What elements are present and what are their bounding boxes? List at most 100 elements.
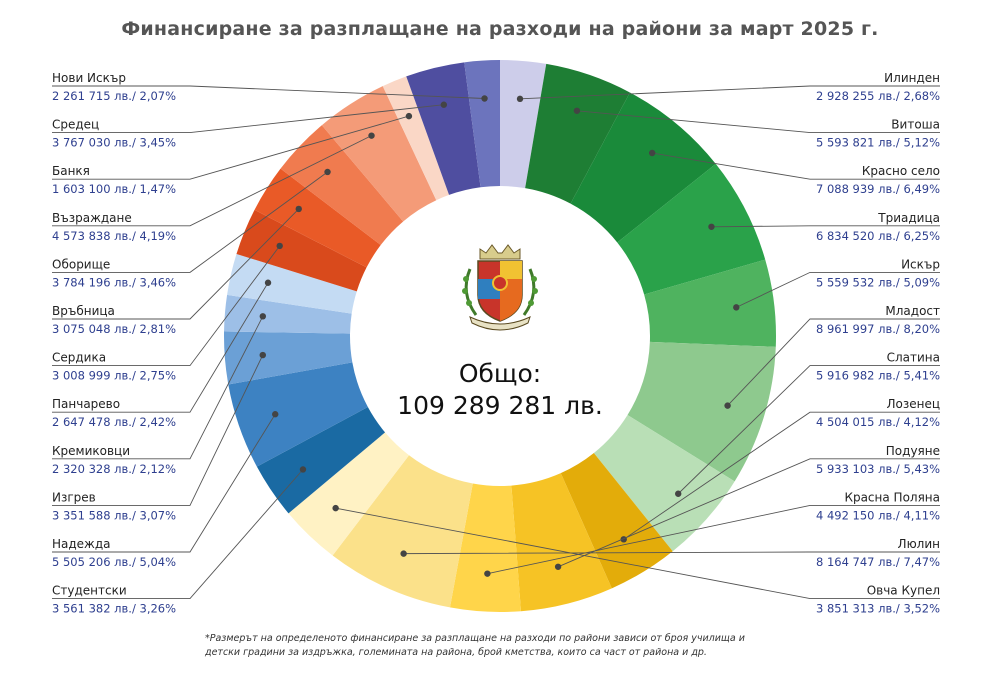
leader-dot-оборище — [324, 168, 331, 176]
label-name-илинден: Илинден — [884, 71, 940, 85]
leader-dot-панчарево — [264, 279, 272, 286]
leader-dot-овча-купел — [332, 504, 339, 512]
label-name-сердика: Сердика — [52, 351, 106, 365]
slice-нови-искър — [464, 60, 500, 188]
label-value-сердика: 3 008 999 лв./ 2,75% — [52, 369, 176, 383]
label-name-искър: Искър — [901, 257, 940, 271]
leader-dot-триадица — [708, 223, 715, 230]
leader-dot-подуяне — [554, 563, 562, 570]
label-value-кремиковци: 2 320 328 лв./ 2,12% — [52, 462, 176, 476]
slice-панчарево — [227, 253, 357, 314]
label-name-триадица: Триадица — [877, 211, 940, 225]
sofia-coat-of-arms-icon — [462, 244, 538, 331]
label-value-красна-поляна: 4 492 150 лв./ 4,11% — [816, 508, 940, 522]
slice-овча-купел — [288, 432, 410, 556]
leader-line-банкя — [52, 115, 410, 180]
label-value-панчарево: 2 647 478 лв./ 2,42% — [52, 415, 176, 429]
label-value-витоша: 5 593 821 лв./ 5,12% — [816, 136, 940, 150]
leader-line-младост — [727, 318, 940, 406]
label-value-младост: 8 961 997 лв./ 8,20% — [816, 322, 940, 336]
label-name-красна-поляна: Красна Поляна — [844, 490, 940, 504]
label-name-нови-искър: Нови Искър — [52, 71, 126, 85]
leader-dot-изгрев — [259, 351, 266, 359]
slice-витоша — [525, 63, 630, 204]
label-name-средец: Средец — [52, 118, 99, 132]
slice-изгрев — [224, 331, 353, 385]
leader-dot-илинден — [516, 95, 524, 103]
slice-връбница — [254, 168, 381, 268]
leader-line-панчарево — [52, 282, 269, 413]
leader-line-овча-купел — [335, 507, 940, 600]
label-name-овча-купел: Овча Купел — [867, 584, 940, 598]
slice-красно-село — [570, 92, 716, 243]
leader-line-слатина — [677, 365, 940, 495]
leader-line-триадица — [711, 225, 940, 228]
leader-line-изгрев — [52, 354, 264, 506]
leader-line-витоша — [576, 110, 940, 134]
label-name-панчарево: Панчарево — [52, 397, 120, 411]
chart-title: Финансиране за разплащане на разходи на … — [121, 18, 879, 40]
leader-lines — [52, 85, 940, 600]
leader-line-оборище — [52, 171, 328, 273]
label-value-връбница: 3 075 048 лв./ 2,81% — [52, 322, 176, 336]
label-value-люлин: 8 164 747 лв./ 7,47% — [816, 555, 940, 569]
label-value-триадица: 6 834 520 лв./ 6,25% — [816, 229, 940, 243]
leader-line-студентски — [52, 469, 304, 600]
label-name-младост: Младост — [885, 304, 940, 318]
leader-dot-нови-искър — [481, 95, 488, 102]
leader-line-връбница — [52, 208, 300, 320]
leader-line-нови-искър — [52, 85, 485, 99]
donut-slices — [224, 60, 776, 613]
leader-line-красна-поляна — [487, 504, 940, 575]
leader-line-средец — [52, 104, 444, 134]
slice-искър — [644, 259, 776, 347]
label-name-студентски: Студентски — [52, 584, 127, 598]
leader-dot-възраждане — [368, 132, 375, 139]
slice-илинден — [500, 60, 547, 189]
leader-dot-студентски — [299, 466, 307, 473]
label-value-студентски: 3 561 382 лв./ 3,26% — [52, 602, 176, 616]
label-value-искър: 5 559 532 лв./ 5,09% — [816, 275, 940, 289]
label-name-лозенец: Лозенец — [886, 397, 940, 411]
label-value-илинден: 2 928 255 лв./ 2,68% — [816, 89, 940, 103]
label-value-надежда: 5 505 206 лв./ 5,04% — [52, 555, 176, 569]
label-value-подуяне: 5 933 103 лв./ 5,43% — [816, 462, 940, 476]
label-name-оборище: Оборище — [52, 257, 110, 271]
label-value-изгрев: 3 351 588 лв./ 3,07% — [52, 508, 176, 522]
footnote: *Размерът на определеното финансиране за… — [205, 633, 745, 658]
slice-средец — [406, 62, 481, 195]
leader-dot-искър — [733, 304, 740, 311]
slice-студентски — [256, 406, 386, 514]
leader-dot-люлин — [400, 550, 407, 557]
label-value-средец: 3 767 030 лв./ 3,45% — [52, 136, 176, 150]
label-name-изгрев: Изгрев — [52, 490, 96, 504]
label-value-овча-купел: 3 851 313 лв./ 3,52% — [816, 602, 940, 616]
leader-dot-средец — [440, 101, 448, 108]
leader-dot-връбница — [295, 205, 302, 213]
leader-line-искър — [736, 271, 940, 308]
label-name-връбница: Връбница — [52, 304, 115, 318]
leader-line-красно-село — [652, 152, 940, 180]
slice-кремиковци — [224, 294, 352, 334]
label-value-слатина: 5 916 982 лв./ 5,41% — [816, 369, 940, 383]
label-value-красно-село: 7 088 939 лв./ 6,49% — [816, 182, 940, 196]
leader-line-сердика — [52, 245, 281, 367]
leader-dot-красна-поляна — [484, 570, 491, 577]
label-name-банкя: Банкя — [52, 164, 90, 178]
leader-line-илинден — [519, 85, 940, 100]
leader-dot-надежда — [272, 411, 279, 418]
slice-банкя — [382, 76, 450, 201]
leader-line-възраждане — [52, 135, 372, 227]
leader-line-лозенец — [623, 411, 940, 540]
leader-dot-витоша — [573, 107, 581, 114]
leader-dot-красно-село — [648, 149, 656, 157]
leader-line-надежда — [52, 413, 276, 553]
leader-dot-банкя — [405, 112, 413, 120]
leader-line-подуяне — [557, 458, 940, 568]
total-value: 109 289 281 лв. — [397, 391, 603, 420]
leader-dot-кремиковци — [259, 313, 267, 320]
slice-слатина — [593, 414, 735, 552]
label-value-нови-искър: 2 261 715 лв./ 2,07% — [52, 89, 176, 103]
slice-надежда — [228, 362, 368, 467]
